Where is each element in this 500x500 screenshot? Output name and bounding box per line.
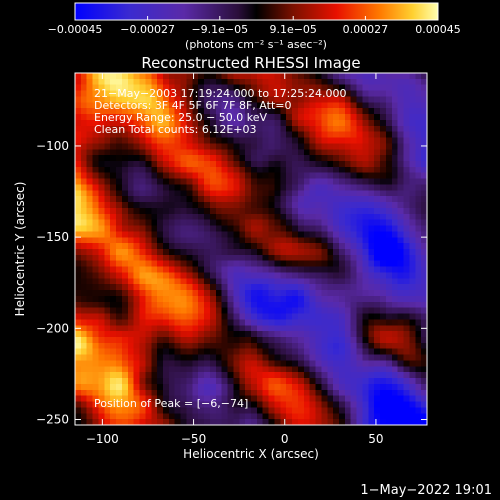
x-axis-ticks: −100 −50 0 50 — [86, 73, 384, 446]
y-tick-label: −200 — [36, 321, 69, 335]
y-tick-label: −250 — [36, 413, 69, 427]
annotation-line: 21−May−2003 17:19:24.000 to 17:25:24.000 — [94, 87, 347, 100]
colorbar-tick-label: 9.1e−05 — [269, 23, 316, 36]
y-tick-label: −100 — [36, 139, 69, 153]
colorbar-tick-label: −0.00045 — [48, 23, 103, 36]
x-tick-label: −50 — [181, 432, 206, 446]
x-tick-label: 0 — [281, 432, 289, 446]
heatmap-image — [75, 73, 427, 425]
x-tick-label: −100 — [86, 432, 119, 446]
colorbar-units-label: (photons cm⁻² s⁻¹ asec⁻²) — [185, 38, 327, 51]
colorbar-tick-label: −0.00027 — [120, 23, 175, 36]
colorbar-tick-label: 0.00045 — [415, 23, 461, 36]
x-tick-label: 50 — [368, 432, 383, 446]
info-annotations: 21−May−2003 17:19:24.000 to 17:25:24.000… — [94, 87, 347, 136]
colorbar — [74, 2, 439, 21]
colorbar-tick-label: 0.00027 — [343, 23, 389, 36]
colorbar-tick-label: −9.1e−05 — [191, 23, 248, 36]
plot-frame — [74, 72, 428, 426]
y-axis-ticks: −250 −200 −150 −100 — [36, 139, 427, 427]
annotation-line: Energy Range: 25.0 − 50.0 keV — [94, 111, 268, 124]
render-timestamp: 1−May−2022 19:01 — [360, 483, 492, 498]
chart-title: Reconstructed RHESSI Image — [141, 54, 360, 72]
peak-position-label: Position of Peak = [−6,−74] — [94, 397, 248, 410]
y-axis-label: Heliocentric Y (arcsec) — [13, 182, 27, 317]
annotation-line: Clean Total counts: 6.12E+03 — [94, 123, 257, 136]
y-tick-label: −150 — [36, 230, 69, 244]
annotation-line: Detectors: 3F 4F 5F 6F 7F 8F, Att=0 — [94, 99, 291, 112]
colorbar-ticks: −0.00045 −0.00027 −9.1e−05 9.1e−05 0.00027 0.… — [48, 16, 461, 36]
x-axis-label: Heliocentric X (arcsec) — [183, 447, 319, 461]
